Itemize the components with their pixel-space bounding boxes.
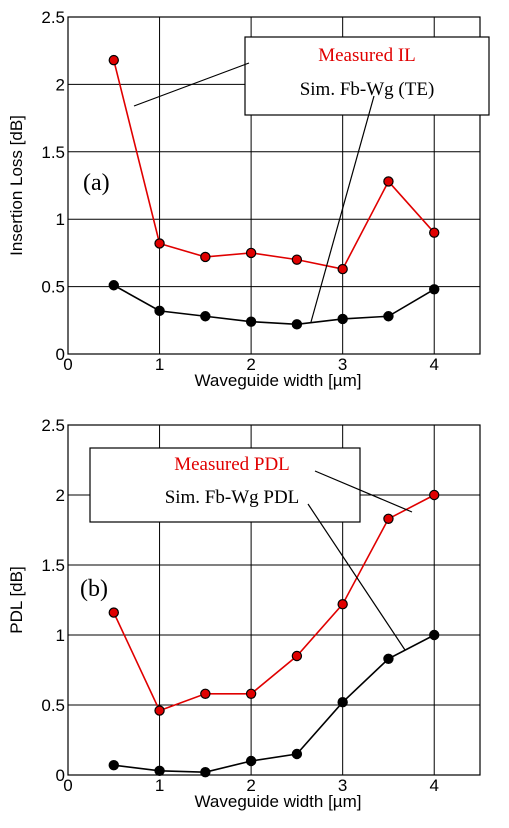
x-tick-label: 4 [429, 355, 438, 374]
x-tick-label: 0 [63, 355, 72, 374]
data-point-simulated [154, 305, 165, 317]
data-point-simulated [383, 653, 394, 665]
legend-leader-line [310, 95, 375, 323]
y-tick-label: 2 [56, 486, 65, 505]
y-tick-label: 0.5 [41, 696, 65, 715]
data-point-simulated [291, 748, 303, 760]
y-tick-label: 1.5 [41, 556, 65, 575]
legend: Measured IL Sim. Fb-Wg (TE) [244, 36, 490, 116]
x-axis-label: Waveguide width [µm] [195, 371, 362, 390]
chart-panel-a: 0 1 2 3 4 0 0.5 1 1.5 2 2.5 Waveguide width [µm] Ins… [7, 8, 490, 390]
panel-label: (b) [80, 576, 108, 602]
y-axis-label: Insertion Loss [dB] [7, 115, 26, 256]
data-point-measured [337, 263, 348, 275]
data-point-measured [245, 688, 257, 700]
x-axis-label: Waveguide width [µm] [195, 792, 362, 811]
y-tick-label: 2.5 [41, 8, 65, 27]
x-tick-label: 4 [429, 776, 438, 795]
x-tick-label: 3 [338, 355, 347, 374]
plot-frame [67, 424, 481, 776]
data-point-measured [291, 254, 303, 265]
data-point-measured [200, 688, 211, 700]
legend-entry: Sim. Fb-Wg (TE) [300, 79, 435, 100]
x-tick-label: 1 [155, 776, 164, 795]
legend-entry: Measured PDL [174, 454, 290, 475]
data-point-measured [154, 238, 165, 249]
x-tick-label: 2 [246, 776, 255, 795]
data-point-simulated [108, 760, 119, 771]
data-point-simulated [245, 316, 257, 327]
data-point-simulated [200, 767, 211, 778]
data-point-measured [337, 599, 348, 610]
data-point-measured [200, 251, 211, 263]
x-tick-label: 1 [155, 355, 164, 374]
data-point-simulated [429, 284, 440, 295]
x-tick-label: 2 [246, 355, 255, 374]
legend-box [89, 447, 361, 523]
x-tick-label: 3 [338, 776, 347, 795]
data-point-measured [291, 650, 303, 662]
y-tick-label: 1 [56, 210, 65, 229]
data-point-simulated [291, 319, 303, 330]
data-point-measured [383, 513, 394, 525]
data-point-simulated [245, 755, 257, 767]
legend-leader-line [307, 503, 406, 651]
y-axis-label: PDL [dB] [7, 566, 26, 633]
legend: Measured PDL Sim. Fb-Wg PDL [89, 447, 361, 523]
legend-leader-line [133, 62, 250, 107]
chart-panel-b: 0 1 2 3 4 0 0.5 1 1.5 2 2.5 Waveguide width [µm] PDL… [7, 416, 481, 811]
data-point-measured [429, 489, 440, 501]
data-point-simulated [200, 311, 211, 322]
series-line-measured [113, 59, 435, 270]
data-point-simulated [337, 313, 348, 325]
legend-entry: Measured IL [318, 45, 416, 66]
data-point-simulated [337, 697, 348, 708]
x-tick-label: 0 [63, 776, 72, 795]
data-point-measured [154, 705, 165, 716]
y-tick-label: 0.5 [41, 278, 65, 297]
y-tick-label: 2.5 [41, 416, 65, 435]
data-point-measured [429, 227, 440, 238]
y-tick-label: 2 [56, 75, 65, 94]
data-point-measured [245, 247, 257, 259]
data-point-simulated [429, 629, 440, 641]
data-point-measured [108, 607, 119, 618]
legend-box [244, 36, 490, 116]
y-tick-label: 1.5 [41, 143, 65, 162]
series-line-measured [113, 494, 435, 712]
data-point-simulated [154, 765, 165, 777]
data-point-measured [383, 176, 394, 187]
legend-entry: Sim. Fb-Wg PDL [165, 487, 300, 508]
data-point-measured [108, 54, 119, 66]
y-tick-label: 0 [56, 766, 65, 785]
series-line-simulated [113, 284, 435, 326]
data-point-simulated [108, 280, 119, 291]
y-tick-label: 1 [56, 626, 65, 645]
plot-frame [67, 16, 481, 355]
legend-leader-line [314, 470, 413, 513]
data-point-simulated [383, 311, 394, 322]
panel-label: (a) [83, 170, 110, 196]
y-tick-label: 0 [56, 345, 65, 364]
series-line-simulated [113, 634, 435, 774]
